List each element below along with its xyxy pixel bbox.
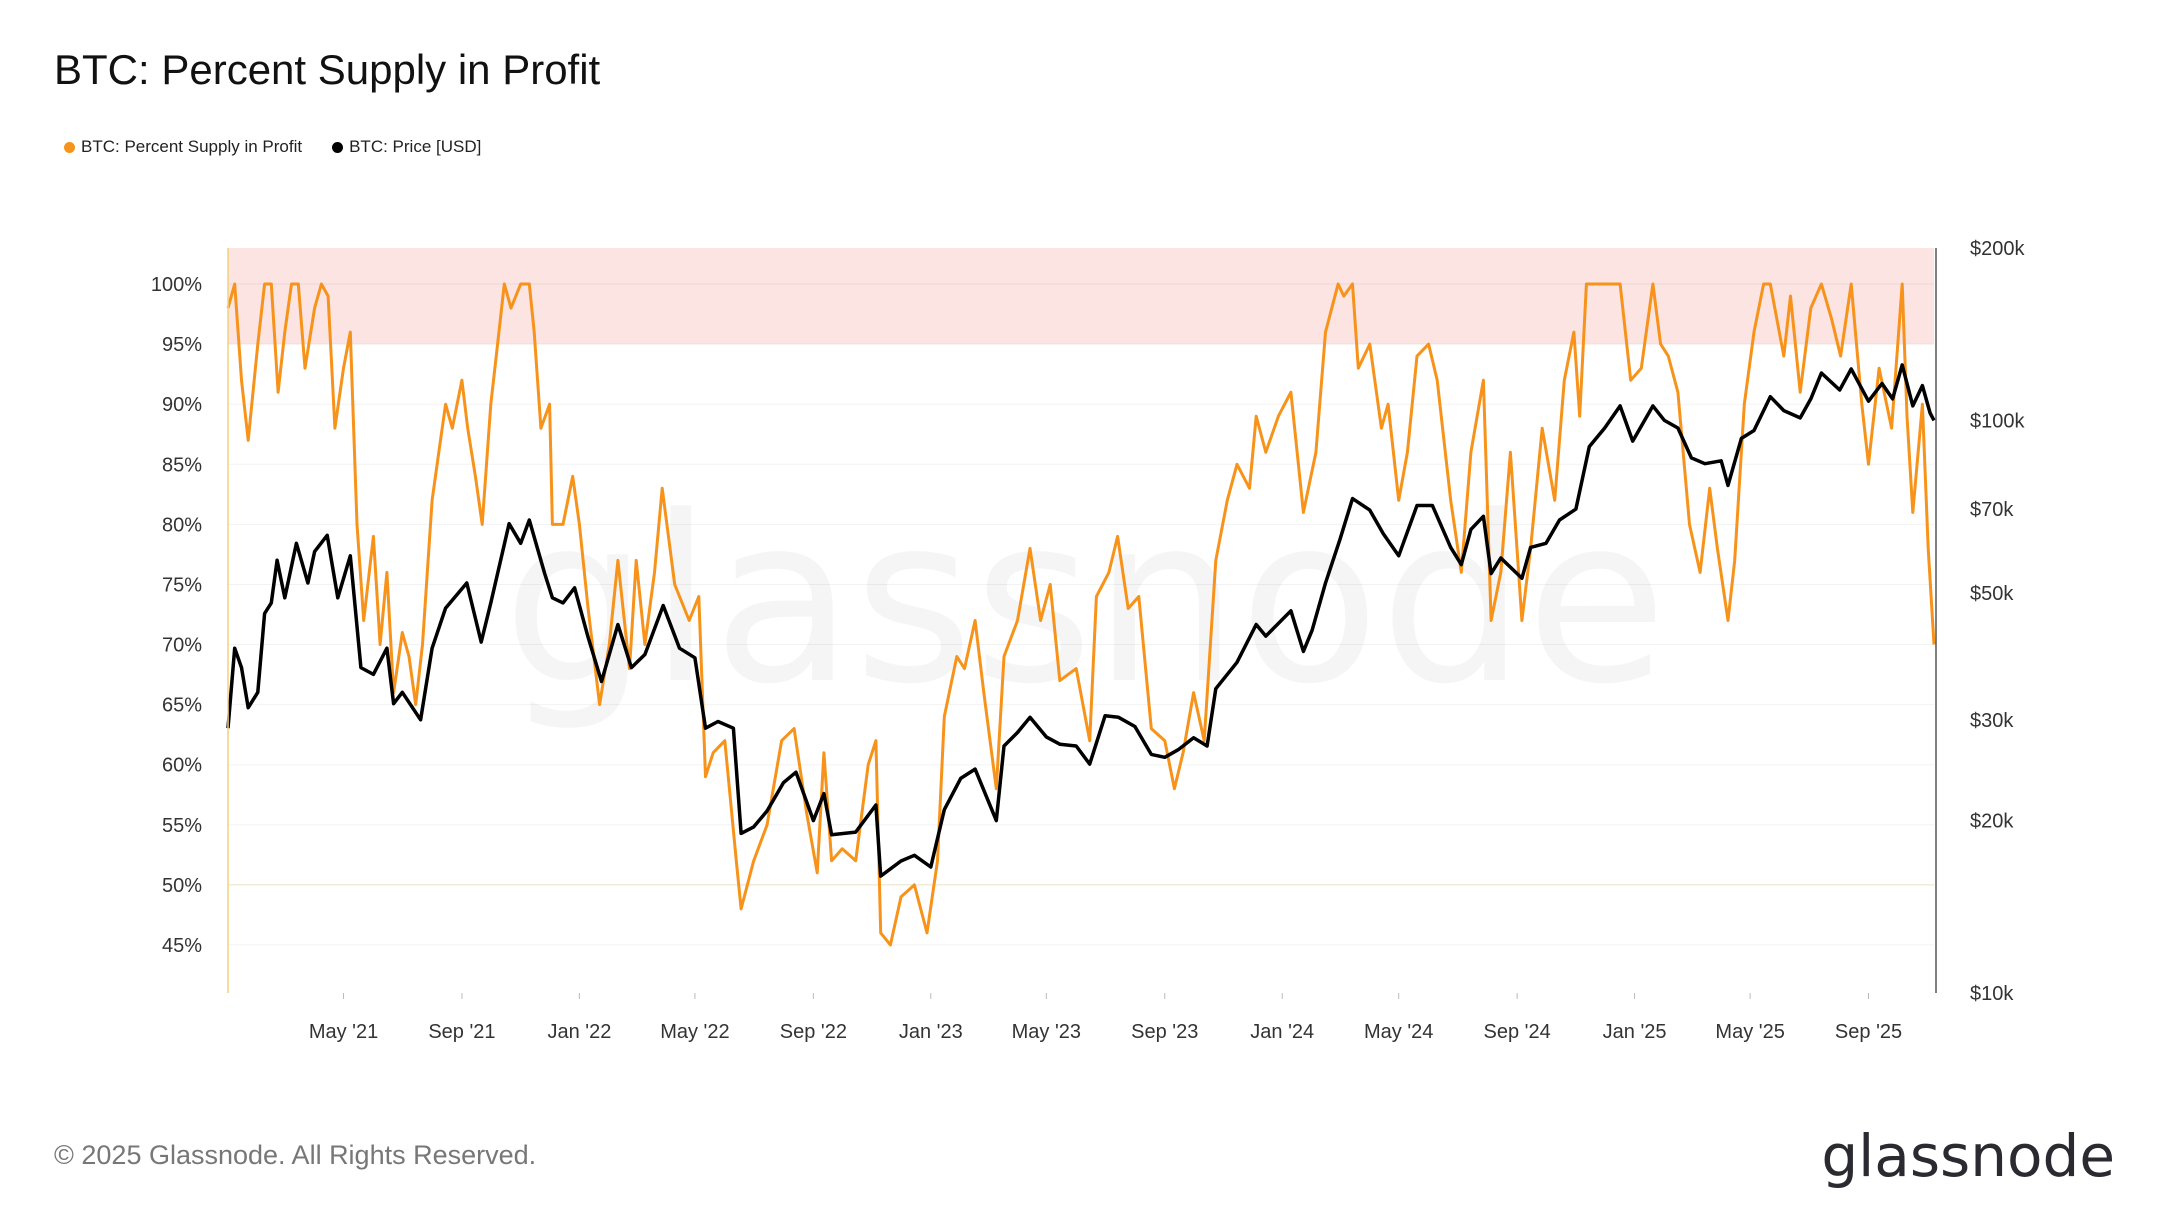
y-left-tick-label: 60% [162, 755, 202, 777]
x-tick-label: Jan '25 [1603, 1021, 1667, 1043]
series-percent-supply-line [226, 282, 1936, 947]
chart-title: BTC: Percent Supply in Profit [54, 46, 601, 93]
x-tick-label: May '21 [309, 1021, 378, 1043]
y-right-tick-label: $50k [1970, 583, 2014, 605]
y-left-tick-label: 50% [162, 875, 202, 897]
legend-item-price[interactable]: BTC: Price [USD] [332, 137, 481, 157]
legend-label: BTC: Price [USD] [349, 137, 482, 156]
legend-dot-black [332, 141, 344, 153]
x-tick-label: Jan '24 [1250, 1021, 1314, 1043]
y-left-tick-label: 80% [162, 514, 202, 536]
series-price-line [226, 363, 1936, 878]
y-left-tick-label: 85% [162, 454, 202, 476]
x-tick-label: Jan '23 [899, 1021, 963, 1043]
x-tick-label: May '23 [1012, 1021, 1081, 1043]
y-left-tick-label: 55% [162, 815, 202, 837]
x-tick-label: May '25 [1715, 1021, 1784, 1043]
x-tick-label: May '22 [660, 1021, 729, 1043]
y-left-tick-label: 95% [162, 334, 202, 356]
x-tick-label: Sep '23 [1131, 1021, 1198, 1043]
legend-label: BTC: Percent Supply in Profit [81, 137, 303, 156]
y-right-tick-label: $20k [1970, 811, 2014, 833]
y-right-tick-label: $100k [1970, 410, 2025, 432]
y-left-tick-label: 100% [151, 274, 202, 296]
y-left-tick-label: 70% [162, 635, 202, 657]
x-tick-label: Sep '24 [1484, 1021, 1551, 1043]
y-left-tick-label: 65% [162, 695, 202, 717]
x-tick-label: Sep '22 [780, 1021, 847, 1043]
y-right-tick-label: $10k [1970, 983, 2014, 1005]
x-tick-label: Jan '22 [547, 1021, 611, 1043]
legend: BTC: Percent Supply in Profit BTC: Price… [64, 137, 481, 157]
x-tick-label: Sep '25 [1835, 1021, 1902, 1043]
y-left-tick-label: 45% [162, 935, 202, 957]
legend-dot-orange [64, 141, 75, 153]
watermark: glassnode [503, 468, 1668, 735]
copyright-footer: © 2025 Glassnode. All Rights Reserved. [54, 1140, 537, 1170]
y-left-tick-label: 75% [162, 574, 202, 596]
legend-item-percent-supply[interactable]: BTC: Percent Supply in Profit [64, 137, 302, 157]
y-right-tick-label: $30k [1970, 710, 2014, 732]
y-right-tick-label: $200k [1970, 238, 2025, 260]
x-tick-label: May '24 [1364, 1021, 1433, 1043]
glassnode-logo: glassnode [1821, 1122, 2115, 1190]
upper-band [228, 248, 1934, 345]
y-right-tick-label: $70k [1970, 499, 2014, 521]
x-tick-label: Sep '21 [428, 1021, 495, 1043]
y-left-tick-label: 90% [162, 394, 202, 416]
